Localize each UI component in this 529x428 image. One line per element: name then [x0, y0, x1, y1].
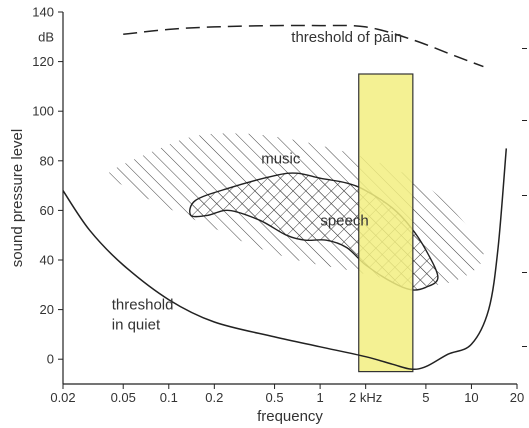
annotation-speech: speech — [320, 212, 368, 229]
edge-tick-mark — [522, 272, 527, 273]
y-tick-label: 40 — [40, 253, 54, 268]
y-tick-label: 80 — [40, 153, 54, 168]
annotation-music: music — [261, 150, 301, 167]
x-tick-label: 0.2 — [205, 390, 223, 405]
annotation-threshold-of-pain: threshold of pain — [291, 29, 402, 46]
x-axis-label: frequency — [257, 408, 323, 425]
x-tick-label: 2 kHz — [349, 390, 382, 405]
annotation-in-quiet: in quiet — [112, 316, 161, 333]
x-tick-label: 0.05 — [111, 390, 136, 405]
x-tick-label: 10 — [464, 390, 478, 405]
x-tick-label: 1 — [316, 390, 323, 405]
y-tick-label: 20 — [40, 302, 54, 317]
edge-tick-mark — [522, 120, 527, 121]
threshold-of-pain-curve — [123, 24, 484, 68]
x-tick-label: 0.5 — [266, 390, 284, 405]
y-tick-label: 140 — [32, 5, 54, 20]
x-tick-label: 0.1 — [160, 390, 178, 405]
edge-tick-mark — [522, 48, 527, 49]
annotation-threshold: threshold — [112, 297, 174, 314]
y-tick-label: 60 — [40, 203, 54, 218]
frequency-band — [358, 73, 414, 373]
x-tick-label: 5 — [422, 390, 429, 405]
y-axis-label: sound pressure level — [9, 129, 26, 267]
edge-tick-mark — [522, 195, 527, 196]
y-unit-label: dB — [38, 29, 54, 44]
edge-tick-mark — [522, 346, 527, 347]
x-tick-label: 0.02 — [50, 390, 75, 405]
y-tick-label: 0 — [47, 352, 54, 367]
x-tick-label: 20 — [510, 390, 524, 405]
y-tick-label: 120 — [32, 54, 54, 69]
threshold-in-quiet-curve — [63, 148, 508, 370]
y-tick-label: 100 — [32, 104, 54, 119]
